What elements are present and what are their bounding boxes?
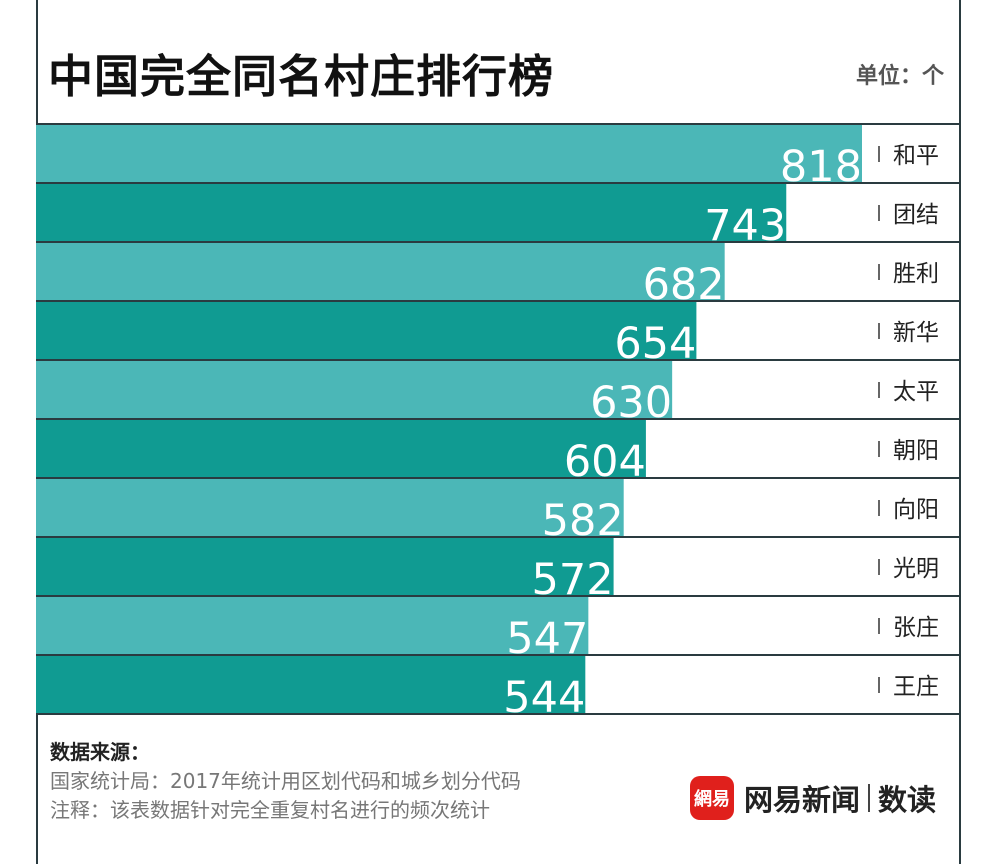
category-label: 王庄: [893, 674, 939, 700]
source-title: 数据来源：: [50, 740, 150, 764]
source-text: 国家统计局：2017年统计用区划代码和城乡划分代码: [50, 769, 521, 793]
brand-column: 数读: [878, 783, 937, 817]
category-label: 向阳: [893, 497, 939, 523]
bar: [36, 420, 646, 477]
bar: [36, 479, 624, 536]
bar: [36, 184, 787, 241]
category-label: 太平: [893, 379, 939, 405]
bar-value-label: 544: [503, 673, 585, 718]
bar: [36, 597, 589, 654]
bar: [36, 125, 862, 182]
category-label: 新华: [893, 320, 939, 346]
bar: [36, 538, 614, 595]
category-label: 团结: [893, 202, 939, 228]
bar: [36, 361, 673, 418]
bar: [36, 302, 697, 359]
brand-name: 网易新闻: [744, 783, 861, 817]
category-label: 光明: [893, 556, 939, 582]
unit-label: 单位：个: [855, 64, 944, 89]
chart-title: 中国完全同名村庄排行榜: [48, 50, 555, 103]
brand: 網易 网易新闻 数读: [690, 776, 936, 820]
bar: [36, 656, 586, 713]
category-label: 和平: [893, 143, 939, 169]
category-label: 胜利: [893, 261, 939, 287]
brand-separator: [868, 784, 871, 812]
bar-value-label: 818: [780, 142, 862, 192]
netease-logo: 網易: [690, 776, 734, 820]
category-label: 张庄: [893, 615, 939, 641]
footer: 数据来源： 国家统计局：2017年统计用区划代码和城乡划分代码 注释：该表数据针…: [50, 738, 521, 825]
category-label: 朝阳: [893, 438, 939, 464]
bar: [36, 243, 725, 300]
note-text: 注释：该表数据针对完全重复村名进行的频次统计: [50, 798, 490, 822]
